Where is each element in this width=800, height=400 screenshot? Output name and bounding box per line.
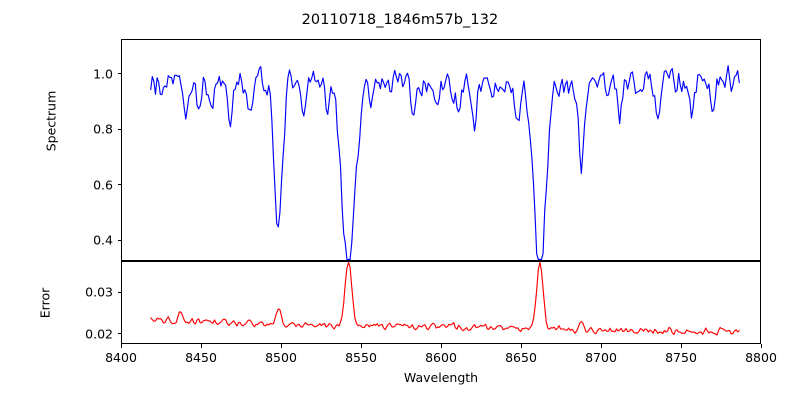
- wavelength-xtick-0: [120, 344, 122, 348]
- wavelength-xticklabel-5: 8650: [505, 350, 537, 365]
- wavelength-xticklabel-3: 8550: [345, 350, 377, 365]
- wavelength-xticklabel-2: 8500: [265, 350, 297, 365]
- spectrum-yticklabel-0: 0.4: [93, 232, 113, 248]
- error-plot-area: [121, 261, 761, 344]
- wavelength-xtick-3: [360, 344, 362, 348]
- spectrum-yticklabel-1: 0.6: [93, 177, 113, 193]
- wavelength-xticklabel-7: 8750: [665, 350, 697, 365]
- wavelength-xtick-1: [200, 344, 202, 348]
- wavelength-xtick-2: [280, 344, 282, 348]
- wavelength-xticklabel-6: 8700: [585, 350, 617, 365]
- wavelength-xticklabel-4: 8600: [425, 350, 457, 365]
- error-yticklabel-1: 0.03: [85, 284, 113, 300]
- spectrum-ytick-0: [117, 239, 121, 241]
- wavelength-xtick-7: [680, 344, 682, 348]
- error-line-chart: [150, 262, 740, 336]
- error-ytick-0: [117, 333, 121, 335]
- wavelength-xtick-8: [760, 344, 762, 348]
- wavelength-xticklabel-8: 8800: [745, 350, 777, 365]
- wavelength-xticklabel-1: 8450: [185, 350, 217, 365]
- spectrum-yticklabel-2: 0.8: [93, 121, 113, 137]
- spectrum-ytick-1: [117, 184, 121, 186]
- spectrum-ytick-3: [117, 73, 121, 75]
- spectrum-plot-area: [121, 39, 761, 261]
- wavelength-xtick-4: [440, 344, 442, 348]
- error-axis-label: Error: [37, 287, 53, 319]
- spectrum-line-chart: [150, 65, 740, 260]
- spectrum-yticklabel-3: 1.0: [93, 66, 113, 82]
- error-data-line: [150, 262, 740, 336]
- wavelength-xtick-5: [520, 344, 522, 348]
- error-yticklabel-0: 0.02: [85, 326, 113, 342]
- spectrum-ytick-2: [117, 128, 121, 130]
- page-title: 20110718_1846m57b_132: [301, 12, 499, 28]
- wavelength-xticklabel-0: 8400: [105, 350, 137, 365]
- wavelength-axis-label: Wavelength: [403, 370, 479, 385]
- spectrum-axis-label: Spectrum: [43, 90, 59, 152]
- spectrum-data-line: [150, 65, 740, 260]
- error-ytick-1: [117, 291, 121, 293]
- wavelength-xtick-6: [600, 344, 602, 348]
